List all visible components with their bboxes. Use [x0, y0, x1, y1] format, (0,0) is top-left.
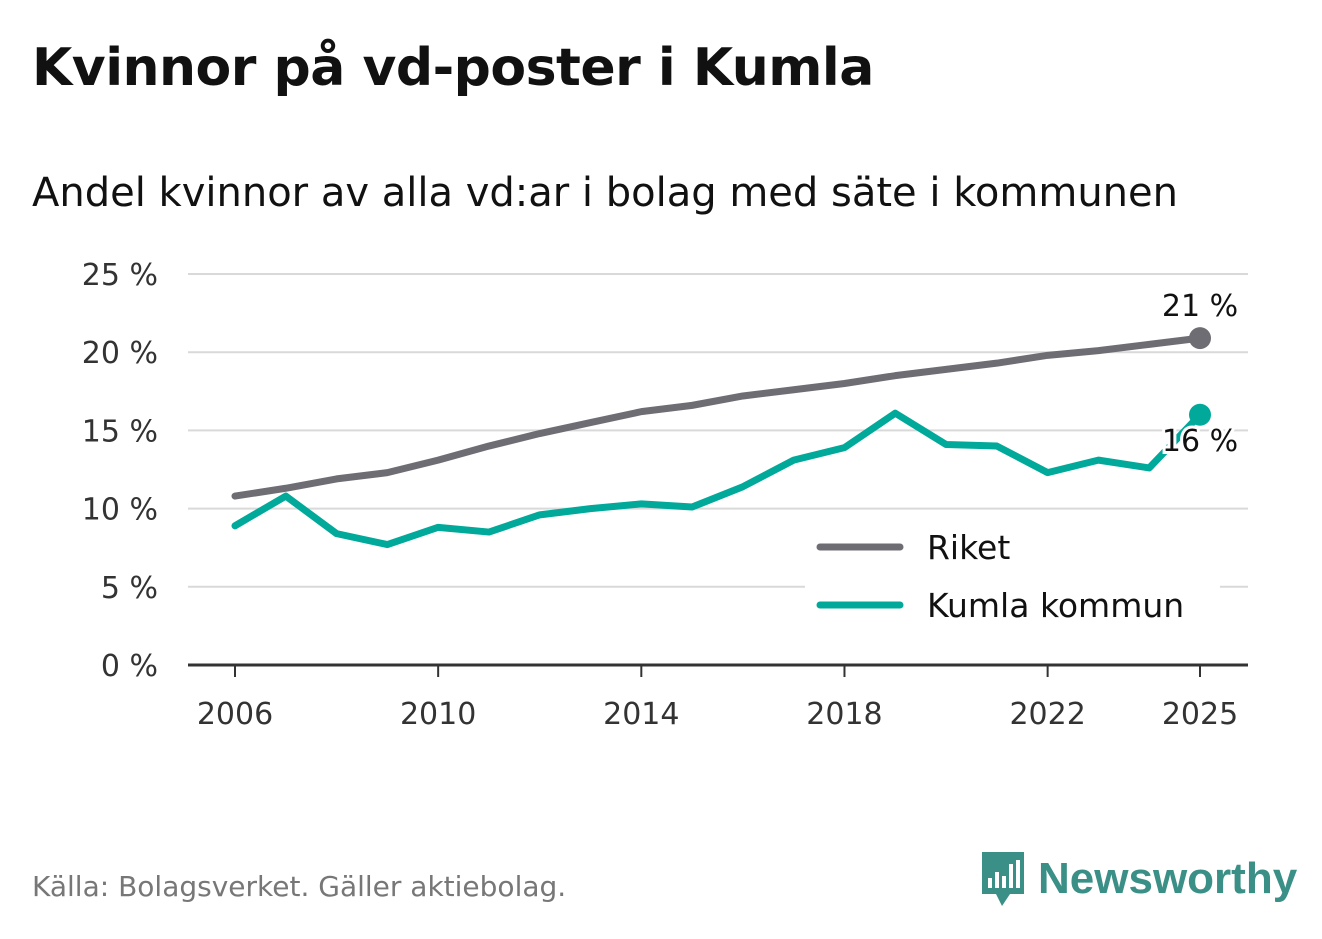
gridlines: [188, 273, 1248, 667]
brand-name: Newsworthy: [1038, 854, 1298, 903]
y-tick-label: 20 %: [82, 336, 158, 371]
end-point-marker: [1189, 327, 1211, 350]
x-tick-label: 2014: [603, 697, 679, 732]
chart-title: Kvinnor på vd-poster i Kumla: [32, 38, 874, 98]
end-value-label: 16 %: [1162, 424, 1238, 459]
y-axis-ticks: 0 % 5 % 10 % 15 % 20 % 25 %: [82, 258, 158, 684]
y-tick-label: 5 %: [101, 571, 158, 606]
y-tick-label: 10 %: [82, 493, 158, 528]
legend-background: [805, 520, 1220, 632]
x-tick-label: 2010: [400, 697, 476, 732]
chart-subtitle: Andel kvinnor av alla vd:ar i bolag med …: [32, 170, 1178, 216]
x-axis-ticks: 2006 2010 2014 2018 2022 2025: [197, 665, 1238, 732]
x-tick-label: 2006: [197, 697, 273, 732]
end-point-marker: [1189, 403, 1211, 426]
bar-chart-icon: [982, 852, 1024, 906]
y-tick-label: 0 %: [101, 649, 158, 684]
y-tick-label: 15 %: [82, 414, 158, 449]
source-note: Källa: Bolagsverket. Gäller aktiebolag.: [32, 870, 567, 903]
series-lines: 21 % 16 %: [231, 286, 1241, 549]
series-line-kumla: [231, 409, 1204, 549]
x-tick-label: 2025: [1162, 697, 1238, 732]
x-tick-label: 2022: [1009, 697, 1085, 732]
end-value-label: 21 %: [1162, 289, 1238, 324]
legend-label: Kumla kommun: [927, 586, 1184, 625]
legend: Riket Kumla kommun: [805, 520, 1220, 632]
x-tick-label: 2018: [806, 697, 882, 732]
y-tick-label: 25 %: [82, 258, 158, 293]
series-line-riket: [231, 334, 1204, 500]
legend-label: Riket: [927, 528, 1010, 567]
brand-logo: Newsworthy: [980, 850, 1297, 908]
